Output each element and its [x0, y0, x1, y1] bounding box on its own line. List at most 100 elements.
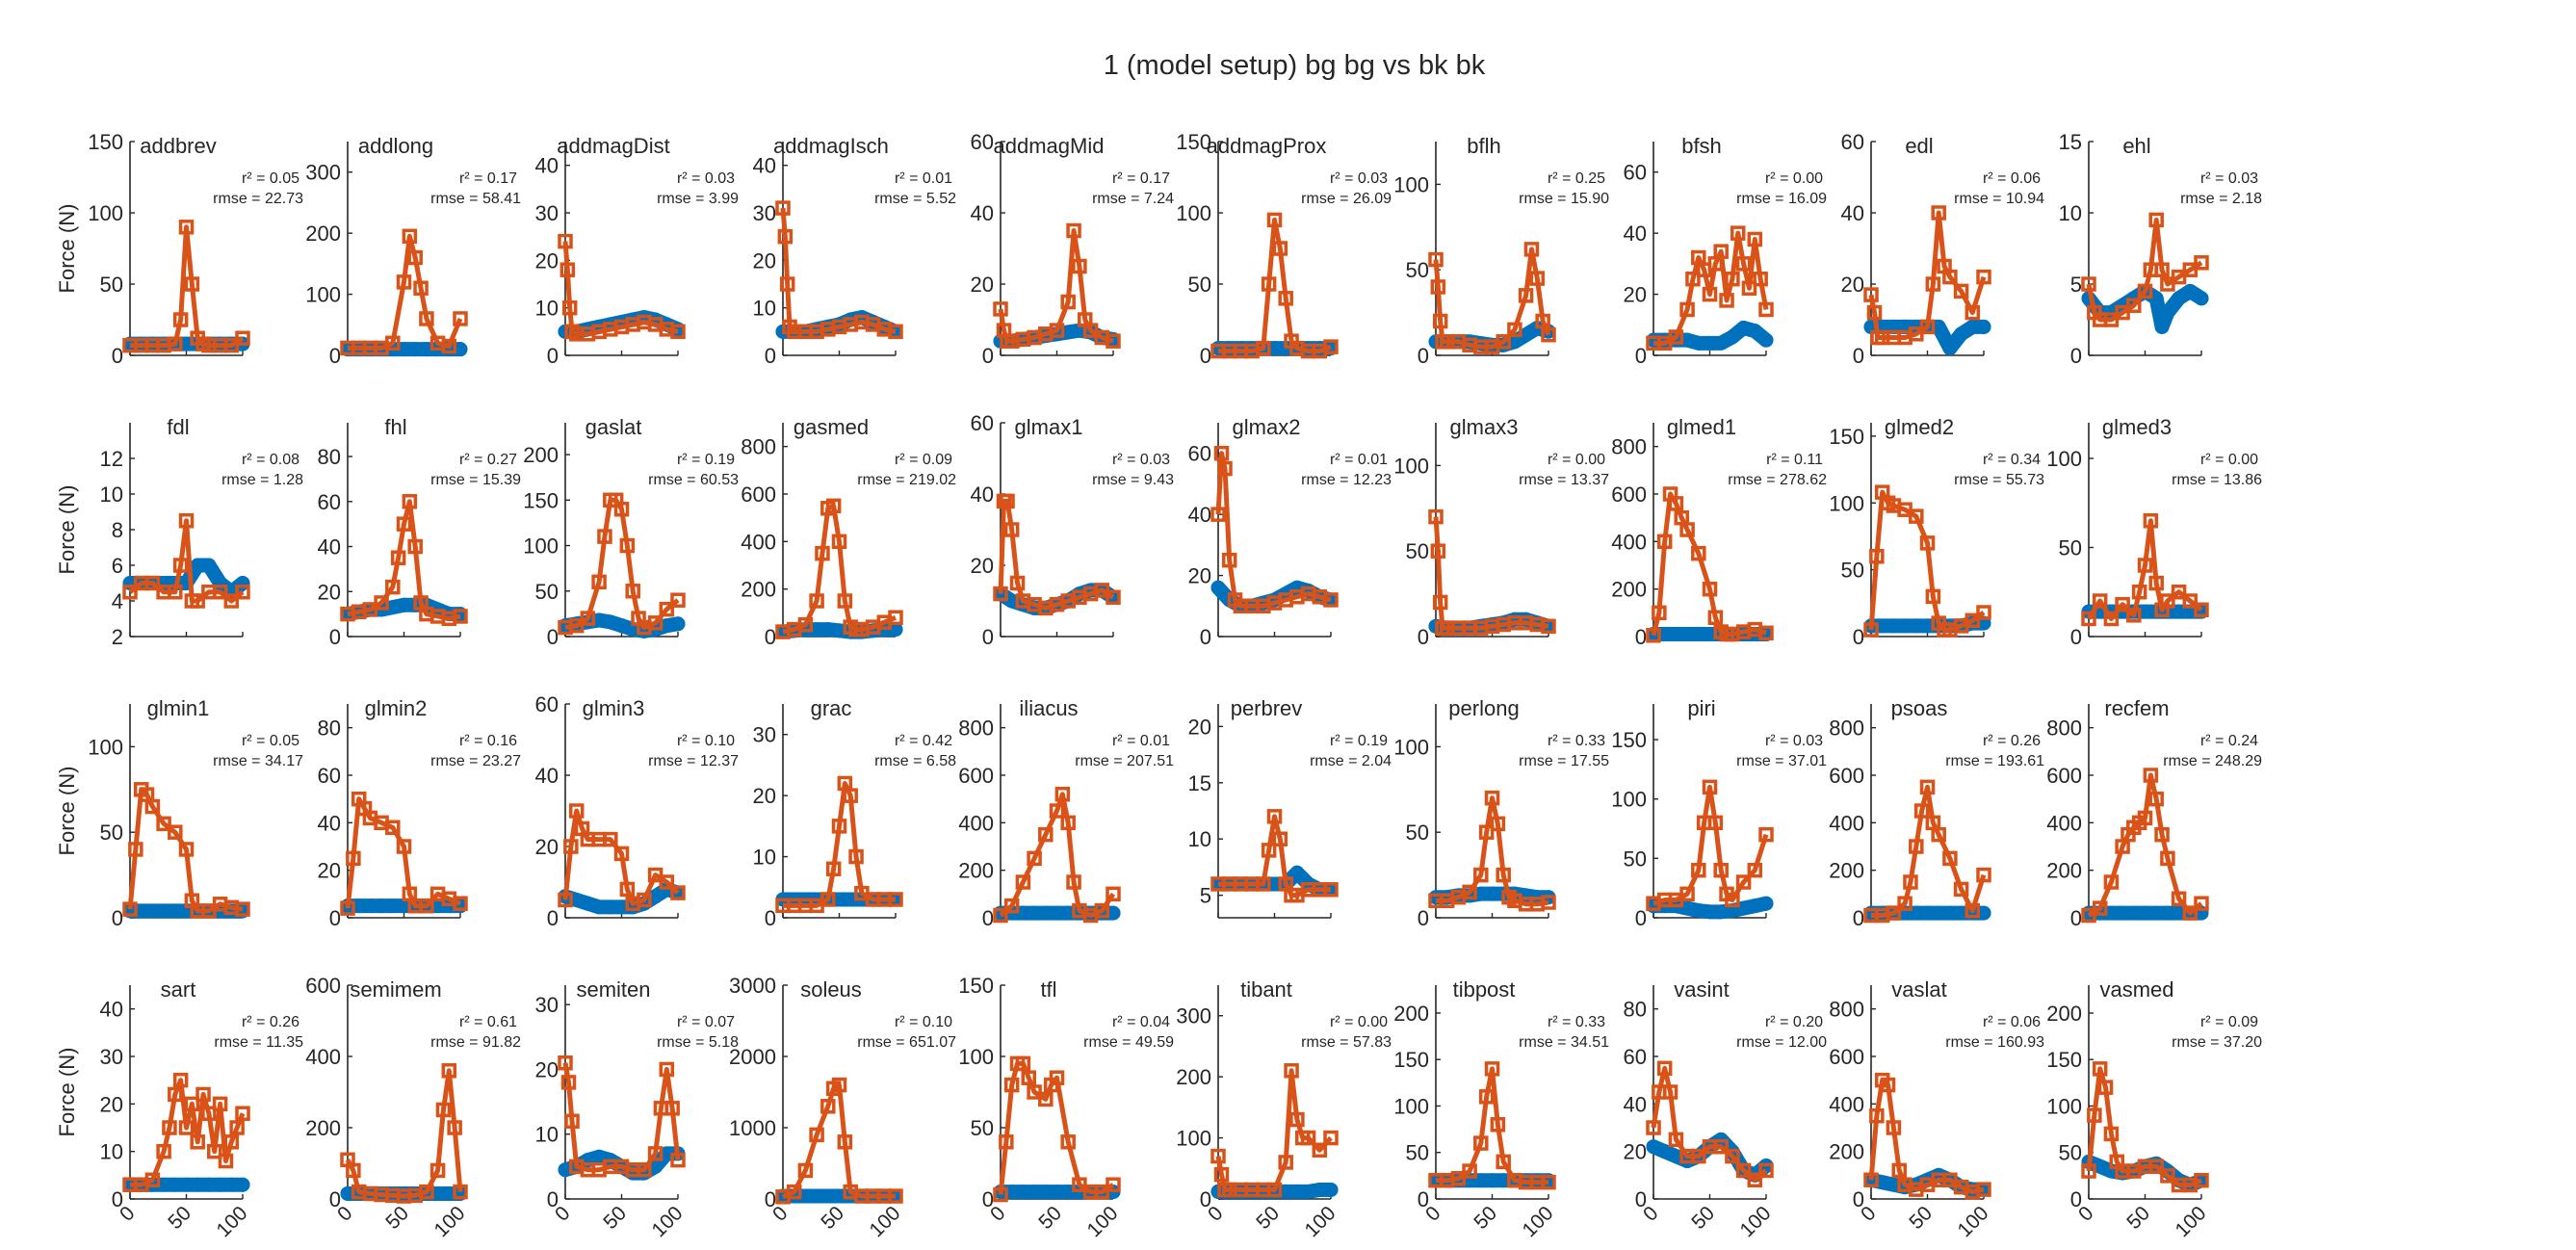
series-b-marker	[1919, 319, 1936, 335]
series-b-marker	[223, 1134, 240, 1150]
series-a-point	[407, 342, 423, 357]
series-a-point	[648, 889, 664, 904]
series-a-point	[1278, 1184, 1293, 1199]
subplot-glmin2: 0 20 40 60 80 glmin2 r² = 0.16 rmse = 23.27	[318, 696, 522, 930]
series-b-marker	[1473, 867, 1489, 883]
subplot-title: semiten	[576, 977, 650, 1002]
series-b-marker	[1976, 1182, 1991, 1197]
series-b-marker	[1054, 786, 1071, 802]
series-b-marker	[1284, 1063, 1299, 1079]
y-tick-label: 0	[1853, 906, 1864, 930]
y-tick-label: 3000	[729, 974, 776, 998]
series-b-marker	[1965, 304, 1981, 321]
series-a-point	[888, 622, 903, 638]
series-b-marker	[1021, 1070, 1036, 1085]
series-b-marker	[1432, 594, 1448, 611]
series-b-marker	[1323, 882, 1339, 898]
series-b-marker	[2182, 905, 2199, 921]
y-tick-label: 0	[112, 906, 123, 930]
series-b-marker	[670, 1152, 686, 1168]
series-b-marker	[1094, 902, 1110, 919]
series-b-marker	[1909, 839, 1924, 854]
series-b-line	[1651, 1065, 1768, 1183]
series-b-marker	[1106, 1177, 1121, 1192]
r2-annotation: r² = 0.27	[459, 452, 517, 468]
subplot-glmed3: 0 50 100 glmed3 r² = 0.00 rmse = 13.86	[2046, 415, 2262, 649]
y-tick-label: 150	[2046, 1048, 2082, 1072]
series-b-marker	[1863, 622, 1879, 638]
y-axis-label: Force (N)	[55, 1048, 79, 1137]
subplot-title: semimem	[350, 977, 441, 1002]
series-b-marker	[2143, 513, 2159, 529]
series-a-point	[1485, 886, 1499, 901]
series-a-point	[1703, 335, 1717, 351]
series-b-line	[1436, 795, 1549, 907]
series-b-marker	[1066, 874, 1081, 890]
r2-annotation: r² = 0.20	[1765, 1014, 1823, 1030]
series-a-point	[2172, 604, 2187, 619]
series-a-point	[1976, 905, 1991, 921]
series-b-marker	[809, 593, 824, 609]
series-a-point	[1679, 627, 1695, 642]
series-a-point	[809, 622, 824, 638]
series-b-line	[1436, 1066, 1548, 1185]
y-tick-label: 10	[100, 1140, 123, 1164]
series-b-marker	[1965, 902, 1981, 919]
series-b-marker	[402, 494, 418, 509]
series-a-point	[843, 892, 858, 907]
series-b-line	[1215, 1068, 1333, 1192]
y-tick-label: 40	[1188, 503, 1211, 527]
series-b-line	[782, 503, 897, 635]
series-b-marker	[402, 228, 418, 245]
y-tick-label: 40	[318, 535, 341, 560]
subplot-addbrev: 0 50 100 150 addbrev r² = 0.05 rmse = 22.73 For…	[55, 130, 303, 368]
series-a-point	[179, 336, 194, 352]
r2-annotation: r² = 0.00	[1330, 1014, 1388, 1030]
y-tick-label: 800	[2046, 716, 2082, 741]
y-tick-label: 20	[535, 248, 559, 273]
series-b-marker	[2081, 611, 2096, 627]
y-tick-label: 60	[318, 490, 341, 514]
series-b-marker	[820, 892, 836, 907]
y-tick-label: 150	[958, 974, 994, 998]
series-a-point	[1038, 1185, 1054, 1200]
series-b-marker	[1038, 826, 1054, 843]
series-b-marker	[168, 824, 183, 840]
series-b-marker	[1323, 1130, 1339, 1146]
series-b-marker	[1496, 1154, 1511, 1170]
y-tick-label: 50	[1624, 846, 1647, 871]
series-b-line	[347, 499, 461, 621]
y-tick-label: 10	[535, 297, 559, 321]
series-a-point	[603, 614, 618, 630]
y-tick-label: 600	[305, 974, 341, 998]
series-b-marker	[1691, 862, 1706, 878]
y-tick-label: 100	[958, 1045, 994, 1069]
series-b-marker	[2087, 1107, 2102, 1123]
series-a-point	[1920, 905, 1935, 921]
r2-annotation: r² = 0.10	[677, 733, 735, 749]
y-tick-label: 400	[305, 1045, 341, 1069]
series-b-marker	[1221, 552, 1237, 568]
series-b-marker	[1049, 1070, 1065, 1085]
y-tick-label: 150	[1176, 130, 1211, 154]
series-b-marker	[1735, 1162, 1752, 1179]
series-b-marker	[2171, 891, 2187, 907]
y-tick-label: 400	[1611, 530, 1647, 554]
series-b-marker	[453, 609, 468, 624]
rmse-annotation: rmse = 3.99	[657, 191, 739, 207]
series-b-marker	[1758, 826, 1774, 843]
y-tick-label: 60	[535, 692, 559, 716]
y-tick-label: 10	[753, 297, 776, 321]
y-tick-label: 300	[305, 161, 341, 185]
series-b-line	[783, 780, 896, 908]
subplot-title: glmed3	[2102, 415, 2172, 439]
subplot-gaslat: 0 50 100 150 200 gaslat r² = 0.19 rmse = 60.53	[523, 415, 739, 649]
series-b-marker	[441, 338, 457, 354]
series-a-point	[1886, 1177, 1901, 1192]
r2-annotation: r² = 0.05	[242, 733, 299, 749]
series-b-marker	[1863, 1172, 1879, 1188]
series-b-marker	[1707, 610, 1724, 626]
series-b-marker	[1213, 445, 1230, 461]
